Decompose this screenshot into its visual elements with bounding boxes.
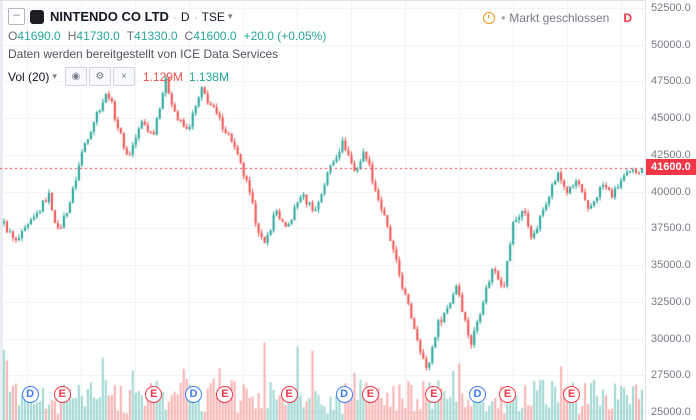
status-bullet: • [501,11,506,25]
market-status-interval: D [623,11,632,25]
event-marker-earnings[interactable]: E [280,386,298,403]
chevron-down-icon[interactable]: ▾ [227,11,233,21]
close-value: 41600.0 [193,29,237,43]
price-axis-label: 37500.0 [651,222,691,235]
low-value: 41330.0 [134,29,178,43]
volume-current-value: 1.129M [142,69,183,84]
gear-icon[interactable]: ⚙ [88,67,111,86]
ohlc-row: O 41690.0 H 41730.0 T 41330.0 C 41600.0 … [8,29,333,43]
market-status: • Markt geschlossen D [483,11,632,25]
low-label: T [126,29,135,43]
exchange-label[interactable]: TSE [201,9,225,24]
event-marker-earnings[interactable]: E [145,386,163,403]
event-marker-dividend[interactable]: D [21,386,39,403]
chevron-down-icon[interactable]: ▾ [52,71,57,81]
price-axis-label: 40000.0 [651,185,691,198]
eye-icon[interactable]: ◉ [64,67,87,86]
separator-dot: · [172,9,177,24]
open-value: 41690.0 [17,29,61,43]
price-axis-label: 45000.0 [651,112,691,125]
price-axis-label: 52500.0 [651,2,691,14]
change-value: +20.0 (+0.05%) [243,29,327,43]
volume-indicator-row: Vol (20) ▾ ◉ ⚙ × 1.129M 1.138M [8,67,333,86]
price-axis-label: 50000.0 [651,38,691,51]
data-provider-notice: Daten werden bereitgestellt von ICE Data… [8,47,279,61]
open-label: O [8,29,18,43]
legend: – NINTENDO CO LTD · D · TSE ▾ O 41690.0 … [8,8,333,90]
event-marker-earnings[interactable]: E [216,386,234,403]
symbol-row: – NINTENDO CO LTD · D · TSE ▾ [8,8,333,25]
legend-collapse-button[interactable]: – [8,8,25,25]
separator-dot: · [193,9,198,24]
price-axis-label: 47500.0 [651,75,691,88]
price-axis-label: 30000.0 [651,332,691,345]
close-icon[interactable]: × [112,67,135,86]
event-marker-earnings[interactable]: E [53,386,71,403]
volume-ma-value: 1.138M [188,69,229,84]
current-price-badge: 41600.0 [646,159,696,176]
price-axis-label: 32500.0 [651,295,691,308]
price-axis[interactable]: 41600.0 52500.0 50000.0 47500.0 45000.0 4250… [645,0,696,420]
price-axis-label: 25000.0 [651,406,691,418]
event-marker-earnings[interactable]: E [499,386,517,403]
symbol-title[interactable]: NINTENDO CO LTD [50,9,169,24]
close-label: C [184,29,194,43]
market-closed-clock-icon[interactable] [483,12,496,24]
event-marker-dividend[interactable]: D [335,386,353,403]
event-marker-earnings[interactable]: E [361,386,379,403]
high-label: H [67,29,77,43]
price-axis-label: 27500.0 [651,369,691,382]
price-axis-label: 35000.0 [651,259,691,272]
instrument-logo [30,9,44,24]
market-status-text: Markt geschlossen [509,11,610,25]
volume-indicator-label[interactable]: Vol (20) [8,69,50,84]
interval-label[interactable]: D [180,9,190,24]
high-value: 41730.0 [76,29,120,43]
price-axis-label: 42500.0 [651,148,691,161]
event-marker-dividend[interactable]: D [468,386,486,403]
event-marker-earnings[interactable]: E [563,386,581,403]
event-marker-dividend[interactable]: D [185,386,203,403]
event-marker-earnings[interactable]: E [425,386,443,403]
